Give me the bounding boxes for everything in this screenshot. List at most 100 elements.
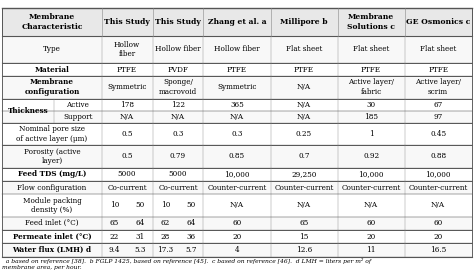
Text: 185: 185 bbox=[364, 113, 378, 121]
Text: 0.25: 0.25 bbox=[296, 130, 312, 138]
Text: N/A: N/A bbox=[230, 201, 244, 209]
Text: 0.92: 0.92 bbox=[363, 152, 379, 160]
Text: Counter-current: Counter-current bbox=[341, 184, 401, 192]
Text: 67: 67 bbox=[434, 101, 443, 109]
Text: 97: 97 bbox=[434, 113, 443, 121]
Text: Hollow fiber: Hollow fiber bbox=[155, 46, 201, 54]
Text: N/A: N/A bbox=[120, 113, 134, 121]
Text: 0.45: 0.45 bbox=[430, 130, 446, 138]
Text: PTFE: PTFE bbox=[294, 65, 314, 73]
Text: 122: 122 bbox=[171, 101, 185, 109]
Bar bbox=[2, 243, 472, 257]
Text: N/A: N/A bbox=[297, 101, 311, 109]
Text: N/A: N/A bbox=[297, 113, 311, 121]
Text: Membrane
Characteristic: Membrane Characteristic bbox=[21, 13, 83, 31]
Text: 5000: 5000 bbox=[118, 170, 137, 178]
Text: 5.3: 5.3 bbox=[134, 246, 146, 254]
Text: Millipore b: Millipore b bbox=[280, 18, 328, 26]
Text: Nominal pore size
of active layer (μm): Nominal pore size of active layer (μm) bbox=[16, 125, 88, 143]
Text: 4: 4 bbox=[235, 246, 239, 254]
Text: 0.3: 0.3 bbox=[231, 130, 243, 138]
Text: Flat sheet: Flat sheet bbox=[286, 46, 322, 54]
Text: PTFE: PTFE bbox=[117, 65, 137, 73]
Text: 0.88: 0.88 bbox=[430, 152, 446, 160]
Text: 20: 20 bbox=[232, 233, 242, 241]
Bar bbox=[2, 230, 472, 243]
Bar bbox=[2, 63, 472, 76]
Text: Water flux (LMH) d: Water flux (LMH) d bbox=[12, 246, 91, 254]
Text: Co-current: Co-current bbox=[158, 184, 198, 192]
Text: 365: 365 bbox=[230, 101, 244, 109]
Text: This Study: This Study bbox=[155, 18, 201, 26]
Text: 30: 30 bbox=[366, 101, 375, 109]
Text: a based on reference [38].  b FGLP 1425, based on reference [45].  c based on re: a based on reference [38]. b FGLP 1425, … bbox=[2, 258, 372, 270]
Text: 9.4: 9.4 bbox=[109, 246, 120, 254]
Text: 20: 20 bbox=[434, 233, 443, 241]
Bar bbox=[2, 123, 472, 145]
Text: Membrane
configuration: Membrane configuration bbox=[24, 78, 80, 96]
Text: Feed inlet (°C): Feed inlet (°C) bbox=[25, 219, 79, 227]
Text: Flow configuration: Flow configuration bbox=[18, 184, 87, 192]
Text: Co-current: Co-current bbox=[107, 184, 147, 192]
Bar bbox=[2, 36, 472, 63]
Bar bbox=[2, 76, 472, 99]
Text: 12.6: 12.6 bbox=[296, 246, 312, 254]
Text: Permeate inlet (°C): Permeate inlet (°C) bbox=[13, 233, 91, 241]
Text: 60: 60 bbox=[366, 219, 376, 227]
Text: 17.3: 17.3 bbox=[157, 246, 173, 254]
Text: N/A: N/A bbox=[364, 201, 378, 209]
Text: PVDF: PVDF bbox=[168, 65, 189, 73]
Text: 16.5: 16.5 bbox=[430, 246, 446, 254]
Bar bbox=[2, 99, 472, 111]
Text: Hollow
fiber: Hollow fiber bbox=[114, 41, 140, 59]
Bar bbox=[2, 217, 472, 230]
Bar bbox=[2, 111, 472, 123]
Text: Membrane
Solutions c: Membrane Solutions c bbox=[347, 13, 395, 31]
Bar bbox=[2, 8, 472, 36]
Text: Thickness: Thickness bbox=[8, 107, 48, 115]
Text: Counter-current: Counter-current bbox=[409, 184, 468, 192]
Text: 15: 15 bbox=[300, 233, 309, 241]
Text: Symmetric: Symmetric bbox=[107, 83, 147, 91]
Bar bbox=[2, 168, 472, 181]
Text: PTFE: PTFE bbox=[361, 65, 381, 73]
Text: 1: 1 bbox=[369, 130, 374, 138]
Text: 10: 10 bbox=[161, 201, 170, 209]
Text: 11: 11 bbox=[366, 246, 376, 254]
Text: Hollow fiber: Hollow fiber bbox=[214, 46, 260, 54]
Text: 10,000: 10,000 bbox=[358, 170, 384, 178]
Text: Symmetric: Symmetric bbox=[217, 83, 257, 91]
Text: 5000: 5000 bbox=[169, 170, 187, 178]
Text: N/A: N/A bbox=[431, 201, 445, 209]
Text: Support: Support bbox=[63, 113, 92, 121]
Text: 60: 60 bbox=[434, 219, 443, 227]
Text: PTFE: PTFE bbox=[227, 65, 247, 73]
Text: Type: Type bbox=[43, 46, 61, 54]
Text: 65: 65 bbox=[300, 219, 309, 227]
Text: 0.79: 0.79 bbox=[170, 152, 186, 160]
Text: 20: 20 bbox=[366, 233, 376, 241]
Text: N/A: N/A bbox=[297, 201, 311, 209]
Text: N/A: N/A bbox=[171, 113, 185, 121]
Text: Sponge/
macrovoid: Sponge/ macrovoid bbox=[159, 78, 197, 96]
Text: 50: 50 bbox=[186, 201, 195, 209]
Text: Flat sheet: Flat sheet bbox=[420, 46, 456, 54]
Bar bbox=[2, 145, 472, 168]
Text: 60: 60 bbox=[232, 219, 242, 227]
Text: N/A: N/A bbox=[297, 83, 311, 91]
Text: Counter-current: Counter-current bbox=[274, 184, 334, 192]
Text: 0.5: 0.5 bbox=[121, 130, 133, 138]
Text: Feed TDS (mg/L): Feed TDS (mg/L) bbox=[18, 170, 86, 178]
Text: 0.85: 0.85 bbox=[229, 152, 245, 160]
Bar bbox=[2, 194, 472, 217]
Text: Active layer/
scrim: Active layer/ scrim bbox=[415, 78, 461, 96]
Text: Flat sheet: Flat sheet bbox=[353, 46, 389, 54]
Text: Counter-current: Counter-current bbox=[207, 184, 267, 192]
Text: 64: 64 bbox=[135, 219, 145, 227]
Text: 65: 65 bbox=[109, 219, 119, 227]
Text: GE Osmonics c: GE Osmonics c bbox=[406, 18, 470, 26]
Text: 29,250: 29,250 bbox=[292, 170, 317, 178]
Text: 62: 62 bbox=[161, 219, 170, 227]
Text: 64: 64 bbox=[186, 219, 195, 227]
Text: Material: Material bbox=[35, 65, 69, 73]
